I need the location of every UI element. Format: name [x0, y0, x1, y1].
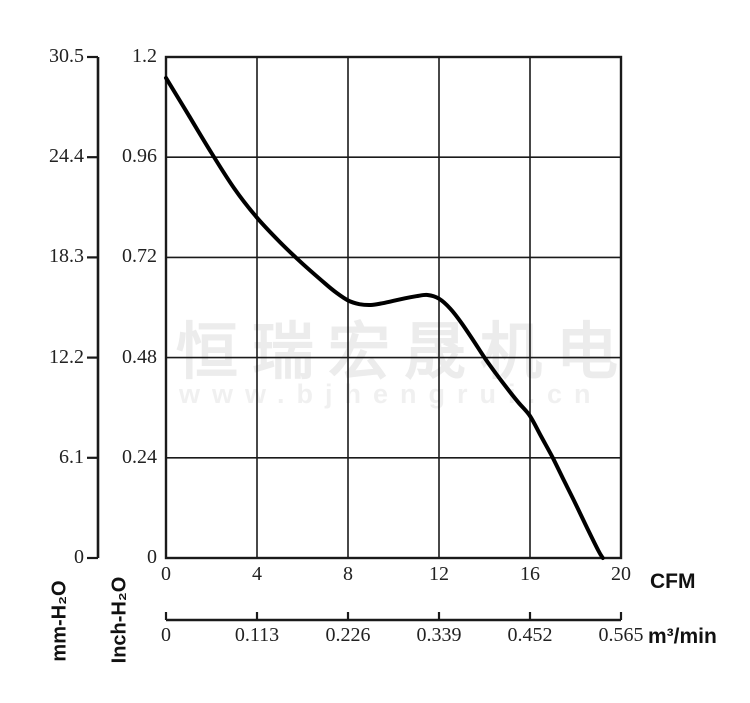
x-axis-m3-tick-label: 0.452	[507, 624, 553, 646]
y-axis-inch-tick-label: 0.72	[122, 245, 157, 268]
y-axis-mm-tick-label: 30.5	[49, 45, 84, 67]
y-axis-unit-inch-h2o: Inch-H₂O	[108, 576, 131, 664]
x-axis-m3-tick-label: 0.113	[234, 624, 280, 646]
y-axis-inch-tick-label: 0	[147, 546, 157, 568]
y-axis-inch-tick-label: 0.24	[122, 445, 157, 468]
y-axis-inch-tick-label: 0.48	[122, 345, 157, 368]
x-axis-m3-tick-label: 0.339	[416, 624, 462, 646]
y-axis-mm-tick-label: 6.1	[59, 445, 84, 468]
x-axis-m3-tick-label: 0.226	[325, 624, 371, 646]
x-axis-unit-m3min: m³/min	[648, 625, 717, 648]
gridlines	[164, 55, 623, 560]
x-axis-m3-tick-label: 0	[161, 624, 171, 646]
x-axis-cfm-tick-label: 0	[161, 563, 171, 585]
plot-border	[164, 55, 623, 560]
x-axis-cfm-tick-label: 12	[429, 563, 449, 585]
x-axis-unit-cfm: CFM	[650, 570, 696, 593]
y-axis-inch-tick-label: 1.2	[132, 45, 157, 67]
y-axis-inch-tick-label: 0.96	[122, 145, 157, 168]
x-axis-cfm-tick-label: 8	[343, 563, 353, 585]
watermark-company-text: 恒瑞宏晟机电	[176, 318, 633, 387]
x-axis-cfm-tick-label: 16	[520, 563, 540, 585]
performance-curve	[164, 75, 605, 560]
x-axis-cfm-tick-label: 20	[611, 563, 631, 585]
axis-lines-and-ticks	[87, 55, 623, 622]
y-axis-mm-tick-label: 12.2	[49, 345, 84, 368]
y-axis-mm-tick-label: 0	[74, 546, 84, 568]
y-axis-mm-tick-label: 24.4	[49, 145, 84, 168]
x-axis-m3-tick-label: 0.565	[598, 624, 644, 646]
x-axis-cfm-tick-label: 4	[252, 563, 262, 585]
y-axis-unit-mm-h2o: mm-H₂O	[48, 580, 71, 662]
y-axis-mm-tick-label: 18.3	[49, 245, 84, 268]
